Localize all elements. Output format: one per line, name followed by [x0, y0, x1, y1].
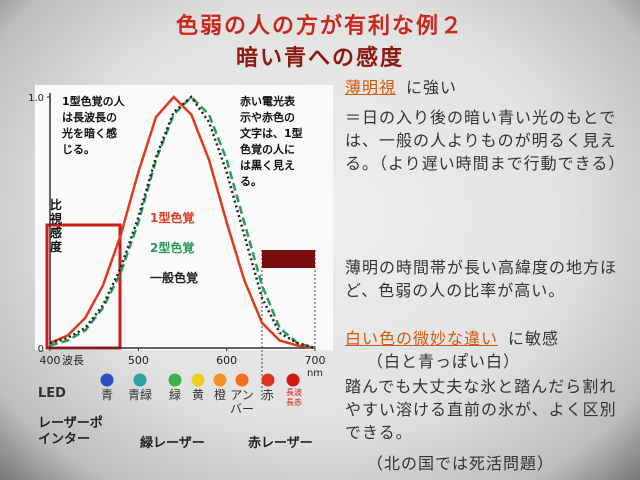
x-tick-label: 600: [216, 354, 237, 367]
series-line: [49, 95, 316, 350]
note: 踏んでも大丈夫な氷と踏んだら割れやすい溶ける直前の氷が、よく区別できる。: [345, 375, 625, 444]
note-text: 薄明の時間帯が長い高緯度の地方ほど、色弱の人の比率が高い。: [345, 258, 618, 300]
led-dot: [168, 373, 182, 387]
note-text: ＝日の入り後の暗い青い光のもとでは、一般の人よりものが明るく見える。（より遅い時…: [345, 108, 626, 173]
led-name: アンバー: [229, 388, 254, 416]
led-dot: [133, 373, 147, 387]
note-highlight: 薄明視: [345, 78, 397, 97]
annotation: 1型色覚の人は長波長の光を暗く感じる。: [62, 95, 125, 156]
led-name: 長波長赤: [286, 388, 302, 407]
laser-label: レーザーポインター: [38, 416, 103, 447]
led-dot: [235, 373, 249, 387]
title: 色弱の人の方が有利な例２: [175, 14, 464, 39]
note-text: に強い: [406, 78, 458, 97]
legend-label: 1型色覚: [150, 210, 194, 225]
note: 白い色の微妙な違い に敏感: [345, 327, 625, 350]
led-name: 赤: [261, 388, 274, 402]
led-name: 黄: [191, 388, 204, 402]
x-axis-unit: nm: [307, 368, 323, 379]
chart-background: [35, 85, 333, 350]
led-name: 橙: [213, 388, 226, 402]
note-text: （北の国では死活問題）: [367, 454, 555, 473]
note-text: に敏感: [508, 329, 560, 348]
led-name: 青緑: [127, 388, 152, 402]
series-line: [49, 95, 316, 350]
y-axis-label: 比視感度: [50, 198, 63, 254]
red-display: [262, 250, 315, 268]
led-name: 青: [100, 388, 113, 402]
note-text: （白と青っぽい白）: [367, 352, 521, 371]
x-tick-label: 400: [40, 354, 61, 367]
legend-label: 一般色覚: [150, 270, 198, 285]
led-dot: [100, 373, 114, 387]
note-highlight: 白い色の微妙な違い: [345, 329, 499, 348]
note: ＝日の入り後の暗い青い光のもとでは、一般の人よりものが明るく見える。（より遅い時…: [345, 106, 625, 175]
laser-label: 緑レーザー: [140, 436, 205, 451]
led-name: 緑: [168, 388, 181, 402]
laser-label: 赤レーザー: [248, 436, 313, 451]
led-dot: [286, 373, 300, 387]
y-tick-label: 0: [38, 344, 44, 355]
legend-label: 2型色覚: [150, 240, 194, 255]
note: （白と青っぽい白）: [345, 350, 640, 373]
series-line: [49, 95, 316, 350]
note: 薄明視 に強い: [345, 76, 625, 99]
x-tick-label: 700: [305, 354, 326, 367]
note-text: 踏んでも大丈夫な氷と踏んだら割れやすい溶ける直前の氷が、よく区別できる。: [345, 377, 617, 442]
annotation: 赤い電光表示や赤色の文字は、1型色覚の人には黒く見える。: [240, 95, 303, 188]
led-dot: [213, 373, 227, 387]
note: 薄明の時間帯が長い高緯度の地方ほど、色弱の人の比率が高い。: [345, 256, 625, 302]
subtitle: 暗い青への感度: [235, 46, 404, 71]
led-label: LED: [38, 386, 66, 401]
note: （北の国では死活問題）: [345, 452, 640, 475]
x-tick-label: 500: [128, 354, 149, 367]
led-dot: [261, 373, 275, 387]
led-dot: [191, 373, 205, 387]
y-tick-label: 1.0: [28, 93, 44, 104]
x-axis-label: 波長: [62, 354, 84, 367]
